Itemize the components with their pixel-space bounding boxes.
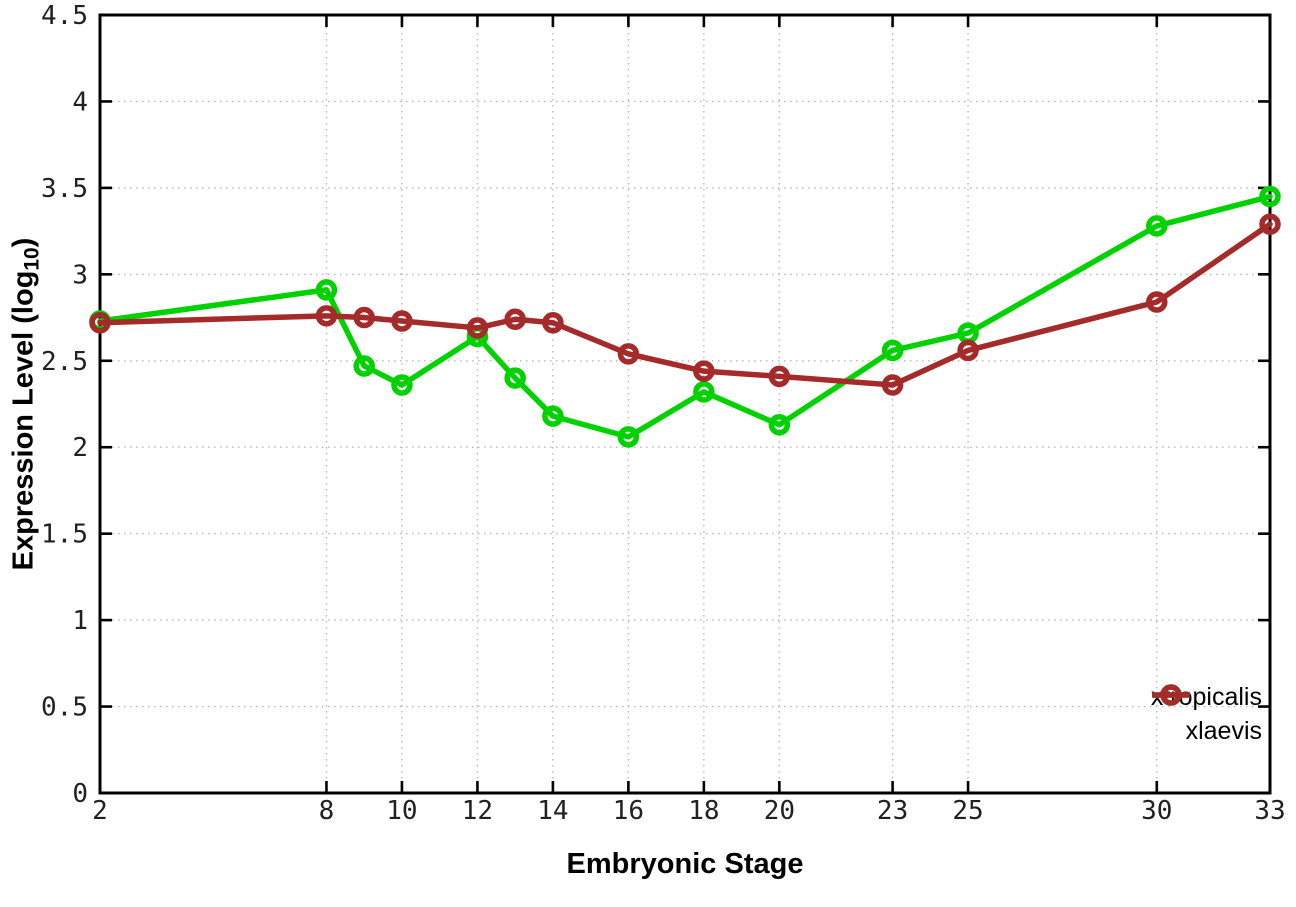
data-point-xlaevis	[957, 339, 979, 362]
legend-marker-xlaevis-icon	[1151, 684, 1190, 706]
y-axis-title-subscript: 10	[20, 247, 44, 271]
x-tick-label: 16	[613, 796, 644, 826]
data-point-xlaevis	[1259, 213, 1281, 235]
x-tick-label: 33	[1254, 796, 1285, 826]
data-point-xtropicalis	[504, 367, 526, 389]
data-point-xlaevis	[89, 311, 111, 334]
data-point-xtropicalis	[542, 405, 564, 427]
data-point-xtropicalis	[768, 413, 791, 436]
legend-item-xlaevis: xlaevis	[1151, 684, 1262, 748]
y-axis-title-close: )	[7, 237, 40, 248]
x-tick-label: 18	[688, 796, 719, 826]
x-tick-label: 20	[764, 796, 795, 826]
y-tick-label: 3	[72, 260, 88, 290]
plot-border	[98, 13, 1272, 795]
data-point-xlaevis	[315, 305, 338, 327]
x-tick-label: 14	[537, 796, 568, 826]
data-point-xlaevis	[617, 343, 640, 365]
y-tick-label: 4.5	[41, 1, 88, 31]
data-point-xlaevis	[353, 306, 375, 329]
y-axis-title: Expression Level (log10)	[8, 238, 45, 571]
data-point-xlaevis	[391, 310, 413, 332]
x-tick-label: 10	[386, 796, 417, 826]
data-point-xtropicalis	[881, 339, 904, 362]
x-tick-label: 2	[92, 796, 108, 826]
legend-label-xlaevis: xlaevis	[1185, 716, 1262, 745]
y-tick-label: 2	[72, 433, 88, 463]
y-tick-label: 0	[72, 779, 88, 809]
data-point-xlaevis	[542, 311, 564, 334]
x-axis-title: Embryonic Stage	[566, 848, 804, 880]
y-axis-title-text: Expression Level (log	[7, 270, 40, 571]
x-tick-label: 30	[1141, 796, 1172, 826]
legend-sample-circle	[1160, 684, 1182, 706]
data-point-xtropicalis	[391, 374, 413, 396]
data-point-xlaevis	[1146, 291, 1168, 313]
y-tick-label: 2.5	[41, 347, 88, 377]
data-point-xlaevis	[466, 317, 489, 339]
y-tick-label: 1	[72, 606, 88, 636]
data-point-xtropicalis	[693, 381, 715, 403]
data-point-xtropicalis	[1146, 215, 1168, 237]
data-point-xtropicalis	[353, 355, 375, 377]
x-tick-label: 12	[462, 796, 493, 826]
y-tick-label: 3.5	[41, 174, 88, 204]
x-tick-label: 23	[877, 796, 908, 826]
data-point-xtropicalis	[617, 426, 640, 448]
data-point-xlaevis	[693, 360, 715, 382]
y-tick-label: 1.5	[41, 520, 88, 550]
data-point-xtropicalis	[1259, 185, 1281, 208]
x-tick-label: 25	[952, 796, 983, 826]
data-point-xlaevis	[768, 365, 791, 388]
data-point-xtropicalis	[315, 279, 338, 301]
y-tick-label: 0.5	[41, 693, 88, 723]
legend: xtropicalis xlaevis	[1151, 680, 1262, 748]
y-tick-label: 4	[72, 87, 88, 117]
data-point-xlaevis	[504, 308, 526, 331]
x-tick-label: 8	[319, 796, 335, 826]
data-point-xlaevis	[881, 374, 904, 396]
